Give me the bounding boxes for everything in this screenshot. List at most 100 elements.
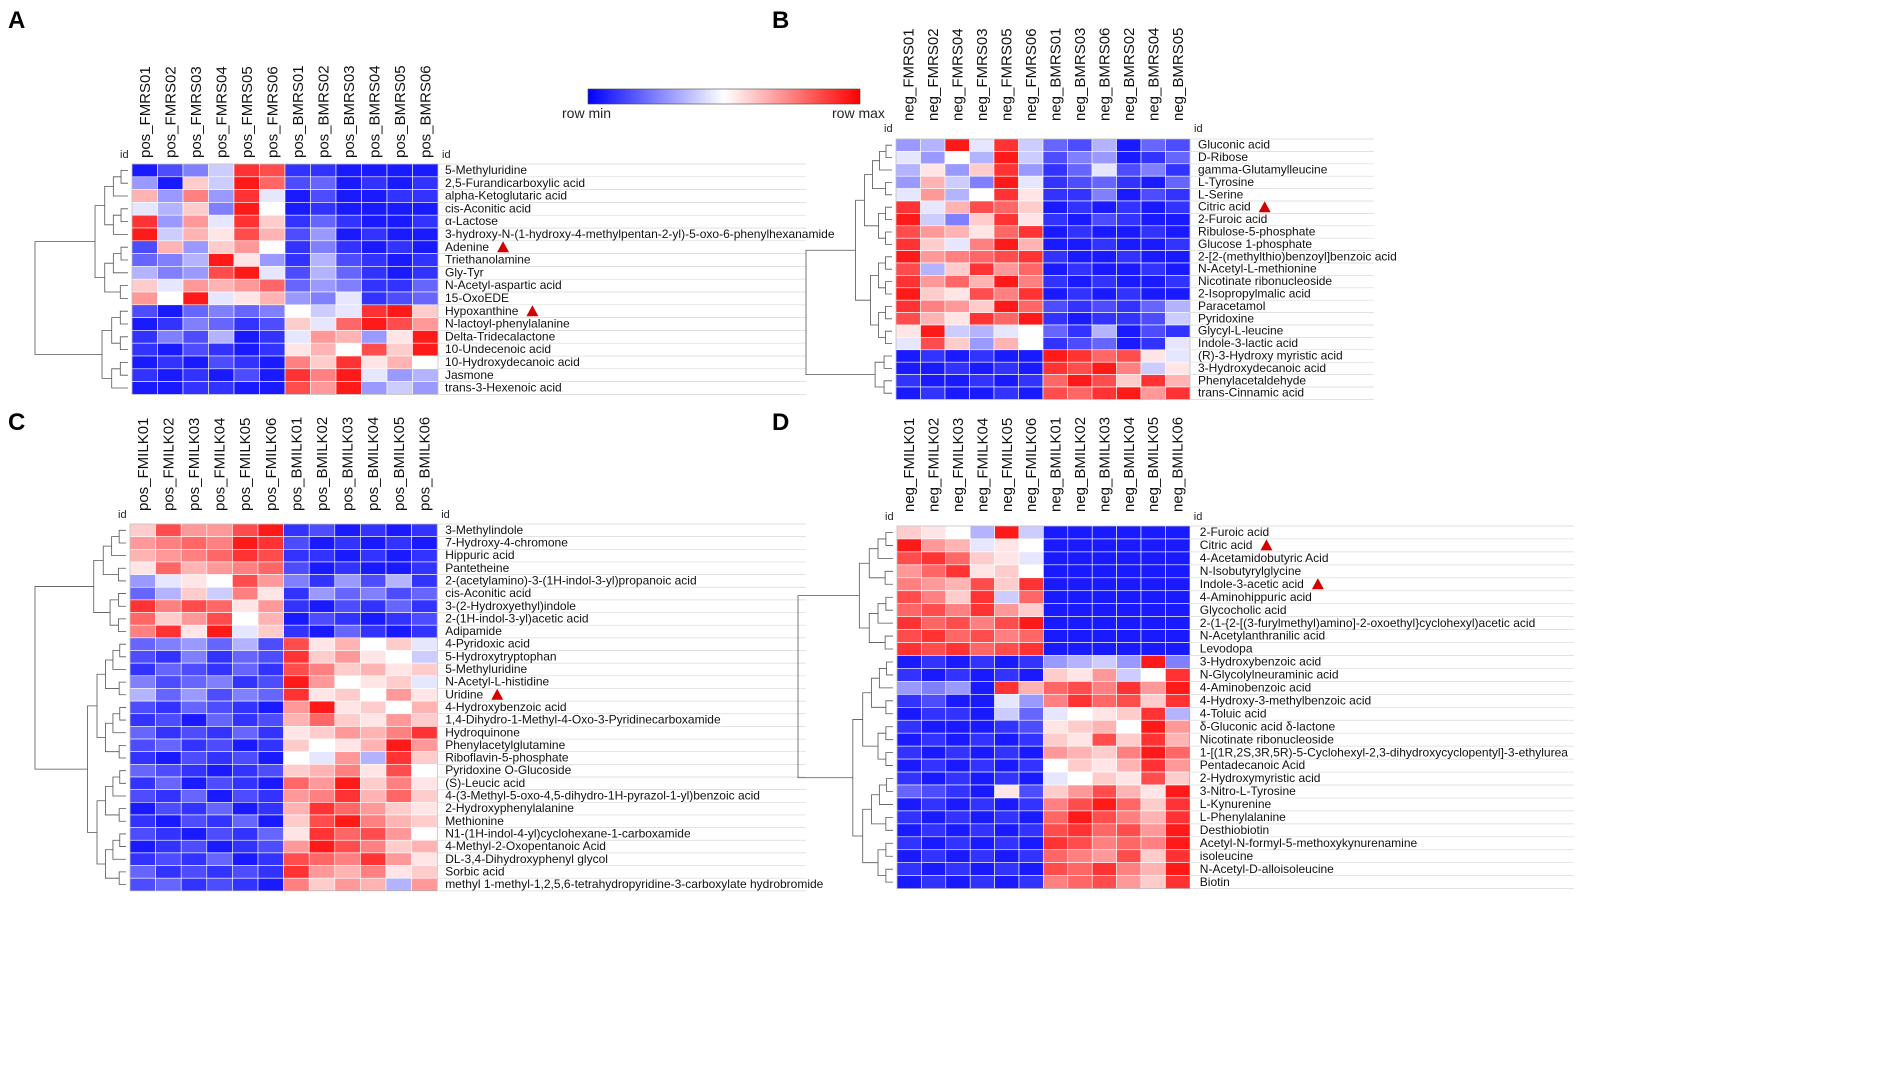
heatmap-cell	[944, 349, 970, 363]
heatmap-cell	[920, 275, 946, 289]
heatmap-cell	[994, 668, 1020, 682]
heatmap-cell	[308, 789, 336, 803]
heatmap-cell	[945, 849, 971, 863]
heatmap-cell	[233, 355, 260, 370]
heatmap-cell	[969, 681, 995, 695]
column-label: pos_FMRS05	[239, 66, 256, 158]
heatmap-cell	[180, 839, 208, 854]
heatmap-cell	[1116, 681, 1142, 695]
heatmap-cell	[1165, 175, 1191, 189]
heatmap-cell	[921, 616, 947, 630]
heatmap-cell	[386, 291, 413, 306]
heatmap-cell	[131, 330, 158, 344]
heatmap-cell	[1018, 823, 1044, 838]
heatmap-cell	[920, 374, 946, 388]
heatmap-cell	[1067, 629, 1093, 643]
heatmap-cell	[896, 862, 922, 876]
heatmap-cell	[157, 253, 184, 267]
heatmap-cell	[895, 275, 921, 289]
heatmap-cell	[283, 536, 310, 550]
heatmap-cell	[945, 732, 971, 747]
column-label: neg_BMILK05	[1145, 417, 1162, 512]
heatmap-cell	[206, 827, 233, 841]
heatmap-cell	[206, 789, 233, 803]
heatmap-cell	[1140, 771, 1166, 786]
heatmap-cell	[1116, 312, 1142, 326]
heatmap-cell	[412, 240, 439, 254]
heatmap-cell	[1067, 237, 1093, 251]
heatmap-cell	[334, 713, 361, 727]
heatmap-cell	[896, 616, 922, 630]
row-label: 4-Aminobenzoic acid	[1200, 681, 1311, 695]
heatmap-cell	[1165, 200, 1191, 214]
heatmap-cell	[157, 227, 184, 242]
heatmap-cell	[1067, 603, 1093, 617]
heatmap-cell	[129, 675, 156, 689]
heatmap-cell	[969, 862, 995, 876]
row-label: 4-Hydroxy-3-methylbenzoic acid	[1200, 693, 1371, 707]
heatmap-cell	[1043, 616, 1069, 630]
row-label: Pyridoxine O-Glucoside	[445, 763, 571, 777]
heatmap-cell	[1091, 374, 1117, 388]
heatmap-cell	[411, 650, 438, 664]
heatmap-cell	[993, 250, 1019, 264]
heatmap-cell	[1091, 213, 1117, 227]
row-label: 7-Hydroxy-4-chromone	[445, 536, 568, 550]
heatmap-cell	[1140, 823, 1166, 838]
column-label: pos_BMRS02	[315, 65, 332, 158]
heatmap-cell	[969, 287, 995, 301]
panel-a-heatmap: Aid id pos_FMRS01 pos_FMRS02 pos_FMRS03 pos_F…	[8, 7, 835, 395]
heatmap-cell	[334, 650, 361, 664]
heatmap-cell	[1042, 324, 1068, 338]
heatmap-cell	[129, 561, 156, 575]
heatmap-cell	[969, 250, 995, 264]
heatmap-cell	[129, 801, 156, 816]
row-label: Acetyl-N-formyl-5-methoxykynurenamine	[1200, 836, 1418, 850]
heatmap-cell	[945, 655, 971, 669]
heatmap-cell	[945, 745, 971, 760]
heatmap-cell	[283, 586, 310, 601]
heatmap-cell	[969, 719, 995, 734]
heatmap-cell	[308, 624, 336, 639]
heatmap-cell	[895, 138, 921, 152]
heatmap-cell	[895, 349, 921, 363]
heatmap-cell	[308, 700, 336, 715]
heatmap-cell	[308, 738, 336, 752]
heatmap-cell	[895, 324, 921, 338]
heatmap-cell	[1067, 642, 1093, 656]
heatmap-cell	[129, 523, 156, 537]
heatmap-cell	[969, 175, 995, 189]
heatmap-cell	[1042, 262, 1068, 276]
heatmap-cell	[969, 538, 995, 553]
heatmap-cell	[308, 801, 336, 816]
heatmap-cell	[257, 650, 284, 664]
heatmap-cell	[308, 776, 336, 790]
heatmap-cell	[1165, 299, 1191, 313]
heatmap-cell	[386, 214, 413, 229]
heatmap-cell	[131, 355, 158, 370]
column-label: pos_BMRS05	[392, 65, 409, 158]
heatmap-cell	[969, 551, 995, 566]
row-dendrogram	[797, 532, 893, 883]
panel-label-b: B	[772, 7, 789, 34]
heatmap-cell	[1043, 758, 1069, 773]
heatmap-cell	[993, 312, 1019, 326]
heatmap-grid-border	[129, 523, 438, 892]
heatmap-cell	[1165, 386, 1191, 400]
heatmap-cell	[1018, 577, 1044, 592]
row-label: 10-Undecenoic acid	[445, 342, 551, 356]
heatmap-cell	[895, 337, 921, 351]
row-label: 2,5-Furandicarboxylic acid	[445, 176, 585, 190]
heatmap-cell	[1116, 349, 1142, 363]
heatmap-cell	[1067, 299, 1093, 313]
heatmap-cell	[129, 574, 156, 588]
heatmap-cell	[1140, 299, 1166, 313]
row-label: Glycocholic acid	[1200, 603, 1287, 617]
heatmap-cell	[129, 877, 156, 892]
heatmap-cell	[180, 877, 208, 892]
heatmap-cell	[360, 726, 387, 740]
heatmap-cell	[232, 624, 259, 639]
heatmap-cell	[335, 176, 362, 190]
heatmap-cell	[257, 776, 284, 790]
heatmap-cell	[180, 548, 208, 563]
